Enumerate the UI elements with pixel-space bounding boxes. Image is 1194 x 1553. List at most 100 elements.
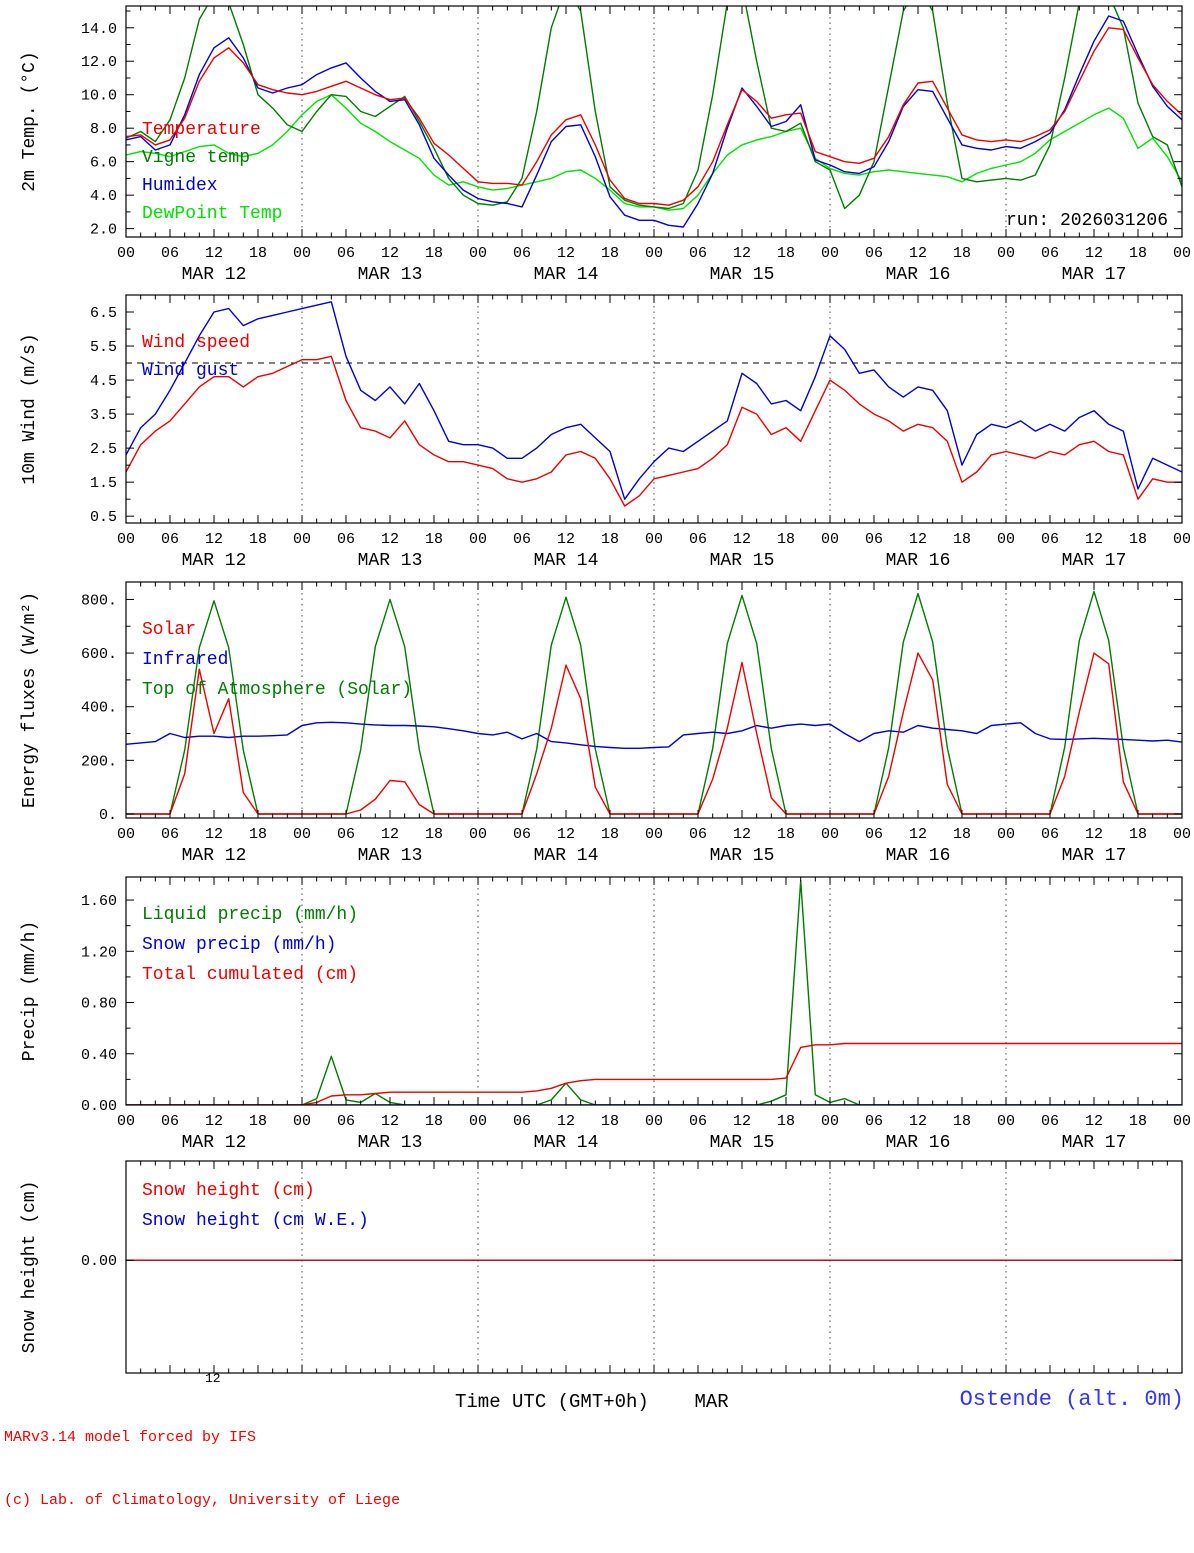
y-tick-label: 1.60 (81, 893, 117, 910)
legend-vigne-temp: Vigne temp (142, 148, 250, 168)
x-tick-label: 06 (337, 826, 355, 843)
x-tick-label: 06 (513, 826, 531, 843)
day-label: MAR 16 (886, 846, 951, 866)
x-tick-label: 00 (1173, 1113, 1191, 1130)
x-tick-label: 12 (1085, 826, 1103, 843)
x-tick-label: 18 (249, 245, 267, 262)
y-tick-label: 0.5 (90, 509, 117, 526)
legend-liquid-precip: Liquid precip (mm/h) (142, 905, 358, 925)
day-label: MAR 13 (358, 846, 423, 866)
x-tick-label: 00 (1173, 826, 1191, 843)
y-axis-title: 10m Wind (m/s) (20, 333, 40, 484)
wind-panel: 00 06 12 18 00 06 12 18 00 06 12 18 00 06 12 18 00 06 12 18… (0, 283, 1194, 572)
x-tick-label: 18 (601, 1113, 619, 1130)
x-tick-label: 18 (601, 245, 619, 262)
x-tick-label: 18 (249, 1113, 267, 1130)
x-tick-label: 18 (953, 826, 971, 843)
y-tick-label: 12.0 (81, 54, 117, 71)
day-label: MAR 12 (182, 846, 247, 866)
y-tick-label: 14.0 (81, 21, 117, 38)
x-tick-label: 18 (777, 245, 795, 262)
total-cumulated-line (126, 1042, 1182, 1105)
x-axis: 00 06 12 18 00 06 12 18 00 06 12 18 00 06 12 18 00 06 12 18… (117, 295, 1191, 571)
x-tick-label: 06 (337, 531, 355, 548)
day-label: MAR 12 (182, 551, 247, 571)
precip-chart: 00 06 12 18 00 06 12 18 00 06 12 18 00 06 12 18 00 06 12 18… (20, 876, 1191, 1153)
y-tick-label: 10.0 (81, 88, 117, 105)
x-tick-label: 00 (997, 826, 1015, 843)
x-tick-label: 06 (161, 1113, 179, 1130)
wind-gust-line (126, 301, 1182, 500)
model-credit-line1: MARv3.14 model forced by IFS (4, 1429, 257, 1446)
day-label: MAR 14 (534, 551, 599, 571)
day-label: MAR 16 (886, 1133, 951, 1153)
y-tick-label: 200. (81, 753, 117, 770)
x-tick-label: 00 (645, 531, 663, 548)
x-axis: 00 06 12 18 00 06 12 18 00 06 12 18 00 06 12 18 00 06 12 18… (117, 582, 1191, 866)
station-label: Ostende (alt. 0m) (959, 1387, 1184, 1412)
x-tick-label: 06 (865, 245, 883, 262)
day-label: MAR 13 (358, 1133, 423, 1153)
series (126, 6, 1182, 228)
x-tick-label: 06 (865, 826, 883, 843)
x-tick-label: 00 (117, 531, 135, 548)
x-tick-label: 12 (909, 245, 927, 262)
x-tick-label: 18 (1129, 531, 1147, 548)
x-tick-label: 18 (425, 531, 443, 548)
x-tick-label: 00 (821, 531, 839, 548)
y-tick-label: 3.5 (90, 407, 117, 424)
x-tick-label: 00 (1173, 245, 1191, 262)
y-axis: 0.5 1.5 2.5 3.5 4.5 5.5 6.5 (90, 294, 1182, 526)
x-tick-label: 12 (1085, 1113, 1103, 1130)
day-label: MAR 14 (534, 1133, 599, 1153)
y-axis-title: Snow height (cm) (20, 1181, 40, 1354)
y-tick-label: 800. (81, 592, 117, 609)
day-gridlines (301, 295, 1007, 523)
x-tick-label: 12 (205, 531, 223, 548)
x-tick-label: 00 (1173, 531, 1191, 548)
legend-temperature: Temperature (142, 120, 261, 140)
day-label: MAR 17 (1062, 265, 1127, 283)
x-tick-label: 00 (469, 531, 487, 548)
x-axis (125, 1161, 1183, 1373)
y-axis-title: Precip (mm/h) (20, 921, 40, 1061)
x-tick-label: 18 (777, 1113, 795, 1130)
precip-panel: 00 06 12 18 00 06 12 18 00 06 12 18 00 06 12 18 00 06 12 18… (0, 869, 1194, 1157)
legend-snow-precip: Snow precip (mm/h) (142, 935, 336, 955)
x-tick-label: 06 (513, 245, 531, 262)
y-tick-label: 600. (81, 646, 117, 663)
x-tick-label: 18 (601, 826, 619, 843)
x-tick-label: 00 (469, 245, 487, 262)
x-tick-label: 12 (557, 245, 575, 262)
x-tick-label: 18 (601, 531, 619, 548)
day-label: MAR 17 (1062, 551, 1127, 571)
temperature-chart: 00 06 12 18 00 06 12 18 00 06 12 18 00 06 12 18 00 06 12 18… (20, 5, 1191, 283)
series (126, 301, 1182, 507)
y-tick-label: 4.5 (90, 373, 117, 390)
y-axis-title: 10m Wind (m/s) (20, 333, 40, 484)
x-tick-label: 18 (777, 531, 795, 548)
x-axis: 00 06 12 18 00 06 12 18 00 06 12 18 00 06 12 18 00 06 12 18… (117, 6, 1191, 283)
day-label: MAR 17 (1062, 1133, 1127, 1153)
model-credit-line2: (c) Lab. of Climatology, University of L… (4, 1492, 401, 1509)
x-tick-label: 00 (293, 1113, 311, 1130)
x-tick-label: 12 (557, 1113, 575, 1130)
x-tick-label: 18 (777, 826, 795, 843)
x-tick-label: 18 (953, 531, 971, 548)
vigne-temp-line (126, 6, 1182, 210)
x-tick-label: 06 (689, 1113, 707, 1130)
day-label: MAR 14 (534, 846, 599, 866)
border (125, 581, 1183, 819)
legend-top-of-atmosphere: Top of Atmosphere (Solar) (142, 680, 412, 700)
y-tick-label: 2.5 (90, 441, 117, 458)
footer: 12 MARv3.14 model forced by IFS (c) Lab.… (0, 1371, 1194, 1509)
x-tick-label: 12 (381, 245, 399, 262)
x-tick-label: 12 (557, 826, 575, 843)
x-tick-label: 06 (161, 531, 179, 548)
y-axis: 0.00 0.40 0.80 1.20 1.60 (81, 893, 1182, 1115)
solar-line (126, 652, 1182, 815)
y-tick-label: 0. (99, 807, 117, 824)
wind-chart: 00 06 12 18 00 06 12 18 00 06 12 18 00 06 12 18 00 06 12 18… (20, 294, 1191, 571)
x-tick-label: 12 (557, 531, 575, 548)
x-tick-label: 06 (689, 245, 707, 262)
